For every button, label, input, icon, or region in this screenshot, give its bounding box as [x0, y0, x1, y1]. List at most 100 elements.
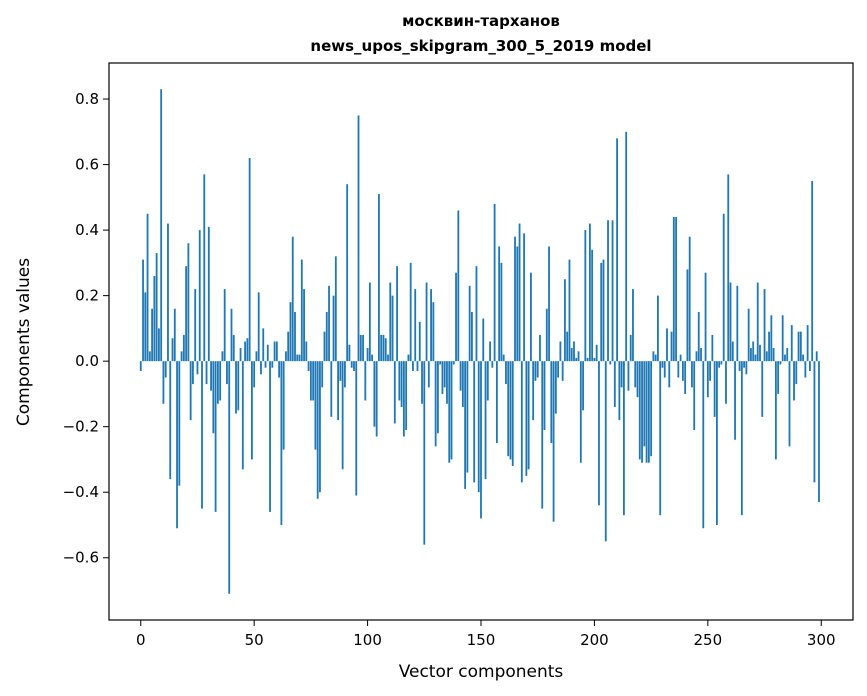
bar-50	[253, 361, 256, 388]
bar-84	[330, 361, 333, 417]
bar-121	[414, 289, 417, 362]
bar-96	[357, 115, 360, 362]
bar-299	[818, 361, 820, 503]
bar-112	[393, 361, 396, 424]
bar-75	[309, 361, 312, 401]
bar-177	[541, 361, 544, 509]
bar-74	[307, 361, 310, 371]
bar-36	[221, 351, 224, 362]
bar-220	[638, 361, 641, 460]
bar-222	[643, 361, 646, 447]
bar-276	[765, 351, 768, 362]
bar-158	[498, 246, 501, 362]
bar-17	[178, 361, 181, 486]
bar-46	[244, 341, 246, 362]
bar-209	[613, 361, 616, 408]
bar-137	[450, 361, 453, 460]
x-tick-label-6: 300	[807, 631, 836, 649]
bar-297	[813, 361, 816, 483]
bar-95	[355, 361, 358, 496]
bar-262	[734, 361, 736, 440]
bar-270	[752, 341, 755, 362]
bar-109	[387, 354, 389, 362]
bar-234	[670, 331, 673, 362]
bar-285	[786, 348, 789, 362]
y-tick-label-6: 0.6	[75, 156, 99, 174]
bar-52	[257, 292, 260, 362]
plot-frame	[108, 62, 854, 621]
bar-34	[216, 361, 219, 404]
bar-4	[148, 351, 151, 362]
bar-53	[260, 361, 262, 375]
bar-206	[607, 220, 609, 362]
bar-37	[223, 289, 226, 362]
bar-30	[207, 226, 210, 362]
bar-89	[341, 361, 344, 470]
bar-186	[561, 361, 564, 381]
x-axis-ticks: 0 50 100 150 200 250 300	[136, 620, 836, 649]
bar-138	[452, 361, 455, 365]
bar-261	[731, 341, 734, 362]
bar-219	[636, 361, 639, 398]
bar-51	[255, 351, 258, 362]
bar-251	[709, 361, 711, 381]
bar-293	[804, 361, 807, 378]
bar-295	[809, 361, 811, 371]
bar-245	[695, 351, 698, 362]
bar-132	[439, 361, 442, 365]
bar-77	[314, 361, 317, 450]
bar-256	[720, 361, 723, 365]
x-tick-label-0: 0	[136, 631, 146, 649]
bar-73	[305, 341, 308, 362]
bar-228	[657, 295, 659, 362]
bar-253	[713, 361, 716, 417]
bar-224	[647, 361, 650, 463]
bar-188	[566, 331, 569, 362]
bar-81	[323, 331, 326, 362]
bar-102	[371, 354, 374, 362]
bar-58	[271, 361, 274, 368]
bar-175	[536, 361, 539, 378]
bar-250	[706, 361, 709, 398]
bar-88	[339, 361, 342, 381]
bar-150	[480, 361, 482, 519]
bar-128	[430, 289, 432, 362]
bar-168	[520, 361, 523, 483]
bar-106	[380, 334, 383, 362]
bar-260	[729, 282, 732, 362]
bar-72	[303, 289, 305, 362]
bar-249	[704, 272, 707, 362]
bar-67	[291, 236, 294, 362]
bar-120	[412, 361, 414, 371]
bar-198	[588, 223, 591, 362]
bar-289	[795, 361, 798, 385]
bar-40	[230, 308, 233, 362]
bar-148	[475, 266, 478, 362]
bar-205	[604, 361, 607, 542]
bar-264	[738, 361, 741, 371]
bar-28	[203, 174, 206, 362]
bar-263	[736, 285, 739, 362]
x-tick-label-3: 150	[467, 631, 496, 649]
bar-24	[194, 289, 197, 362]
bar-113	[396, 266, 398, 362]
bar-203	[600, 262, 603, 362]
bar-202	[598, 361, 600, 506]
bar-41	[232, 334, 235, 362]
bar-278	[770, 315, 773, 362]
bar-259	[727, 174, 730, 362]
bar-54	[262, 328, 265, 362]
bar-230	[661, 361, 664, 368]
bar-153	[486, 361, 489, 401]
bar-62	[280, 361, 283, 525]
bar-280	[774, 361, 777, 460]
bar-55	[264, 361, 267, 368]
bar-165	[514, 236, 516, 362]
bar-130	[434, 361, 437, 447]
bar-179	[545, 308, 548, 362]
bar-63	[282, 361, 285, 450]
bar-216	[629, 334, 632, 362]
bar-226	[652, 351, 655, 362]
bar-33	[214, 361, 217, 512]
